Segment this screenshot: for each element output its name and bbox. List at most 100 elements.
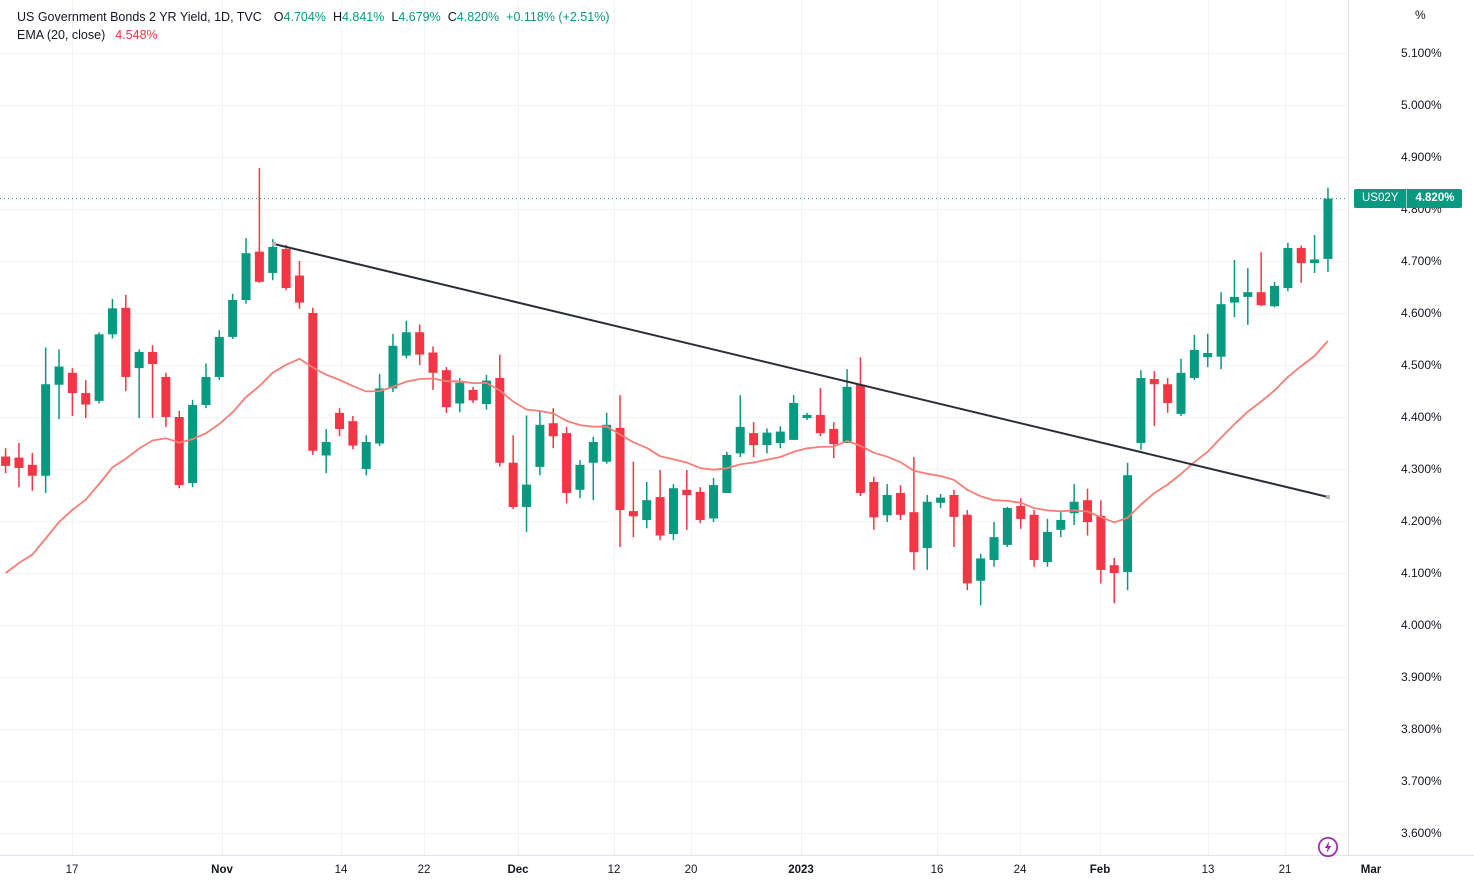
candle-body [655, 497, 665, 536]
candle-body [1229, 296, 1239, 303]
candle-body [94, 334, 104, 401]
trendline[interactable] [273, 243, 1329, 498]
candle-body [1136, 378, 1146, 443]
price-scale[interactable]: % US02Y 4.820% 5.100% 5.000% 4.900% 4.800% 4… [1348, 0, 1474, 855]
candle-body [254, 251, 264, 282]
candle-body [602, 424, 612, 462]
candle-body [348, 421, 358, 446]
candle-body [1296, 248, 1306, 264]
price-axis-label: 4.000% [1401, 618, 1442, 632]
candle-body [1189, 349, 1199, 378]
candle-body [909, 512, 919, 553]
candle-body [642, 500, 652, 520]
candle-body [1270, 285, 1280, 307]
candle-body [815, 414, 825, 434]
time-axis-label: 14 [334, 864, 348, 876]
candle-body [562, 433, 572, 493]
candle-body [535, 424, 545, 467]
symbol-title[interactable]: US Government Bonds 2 YR Yield, 1D, TVC [17, 10, 262, 24]
candle-body [41, 384, 51, 476]
candle-body [1216, 304, 1226, 357]
candle-body [14, 457, 24, 468]
candle-body [1016, 505, 1026, 519]
candle-body [495, 378, 505, 463]
candle-body [148, 352, 158, 364]
candle-body [81, 393, 91, 405]
candle-body [375, 388, 385, 444]
candle-body [735, 426, 745, 454]
candle-body [709, 485, 719, 519]
candle-body [896, 492, 906, 515]
candle-body [1243, 292, 1253, 297]
price-axis-label: 5.000% [1401, 98, 1442, 112]
time-axis-label: Mar [1360, 864, 1382, 876]
price-axis-label: 3.600% [1401, 826, 1442, 840]
trendline-anchor[interactable] [272, 242, 276, 246]
price-axis-label: 5.100% [1401, 46, 1442, 60]
candle-body [174, 417, 184, 486]
candle-body [628, 511, 638, 517]
indicator-label[interactable]: EMA (20, close) [17, 28, 106, 42]
time-axis-label: 20 [684, 864, 698, 876]
price-axis-label: 4.200% [1401, 514, 1442, 528]
last-price-symbol: US02Y [1354, 188, 1408, 208]
time-axis-label: 12 [607, 864, 621, 876]
price-axis-label: 3.800% [1401, 722, 1442, 736]
time-axis-label: 2023 [788, 864, 814, 876]
candle-body [214, 336, 224, 377]
candle-body [1056, 519, 1066, 530]
candle-body [27, 464, 37, 476]
candle-body [121, 307, 131, 377]
candle-body [67, 372, 77, 394]
trendline-anchor[interactable] [1326, 495, 1330, 499]
candle-body [1, 456, 11, 466]
time-axis-label: 16 [930, 864, 944, 876]
candle-body [1323, 198, 1333, 259]
ema-line[interactable] [5, 340, 1329, 574]
flash-icon[interactable] [1316, 835, 1340, 859]
candle-body [802, 414, 812, 419]
last-price-label: US02Y 4.820% [1354, 188, 1463, 208]
candle-body [1096, 515, 1106, 570]
candle-body [1310, 259, 1320, 264]
candle-body [989, 537, 999, 560]
price-axis-label: 4.700% [1401, 254, 1442, 268]
candle-body [855, 384, 865, 493]
candle-body [1163, 384, 1173, 403]
indicator-value: 4.548% [115, 28, 158, 42]
candle-body [1123, 475, 1133, 572]
candle-body [522, 484, 532, 507]
candle-body [481, 380, 491, 404]
candle-body [241, 253, 251, 300]
candle-body [401, 332, 411, 356]
time-scale[interactable]: 17 Nov 14 22 Dec 12 20 2023 16 24 Feb 13 21 Mar [0, 855, 1474, 891]
candle-body [1069, 501, 1079, 514]
time-axis-label: Feb [1089, 864, 1111, 876]
legend: US Government Bonds 2 YR Yield, 1D, TVC O… [17, 8, 609, 44]
candle-body [201, 376, 211, 406]
candle-body [134, 352, 144, 369]
low-value: L4.679% [391, 10, 441, 24]
candle-body [842, 386, 852, 443]
candle-body [1203, 353, 1213, 358]
candle-body [682, 489, 692, 495]
legend-main-row: US Government Bonds 2 YR Yield, 1D, TVC O… [17, 8, 609, 26]
price-axis-label: 4.100% [1401, 566, 1442, 580]
candle-body [882, 495, 892, 516]
candle-body [789, 402, 799, 440]
candle-body [107, 308, 117, 335]
change-value: +0.118% (+2.51%) [506, 10, 610, 24]
candle-body [294, 275, 304, 303]
candle-body [1256, 292, 1266, 306]
candle-body [455, 382, 465, 404]
candle-body [161, 376, 171, 417]
candle-body [829, 428, 839, 445]
candle-body [962, 514, 972, 584]
time-axis-label: 22 [417, 864, 431, 876]
candle-body [228, 300, 238, 337]
candle-body [936, 497, 946, 503]
candle-body [188, 405, 198, 484]
candle-body [415, 332, 425, 355]
